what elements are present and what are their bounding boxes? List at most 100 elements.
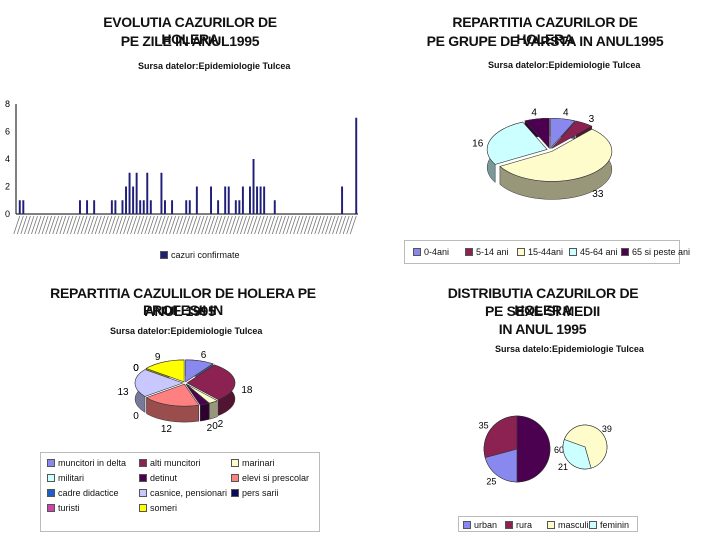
daily-x-tick-mark [105, 215, 113, 235]
prof-chart-title-line2: ANUL 1995 [144, 303, 216, 319]
age-legend-label: 5-14 ani [476, 247, 509, 257]
daily-x-tick-mark [130, 215, 138, 235]
prof-legend-item: militari [47, 473, 84, 483]
prof-legend-swatch [47, 474, 55, 482]
daily-bar [125, 186, 127, 214]
daily-chart-title-line1: EVOLUTIA CAZURILOR DE HOLERA [103, 14, 277, 47]
age-legend-label: 0-4ani [424, 247, 450, 257]
daily-x-tick-mark [133, 215, 141, 235]
daily-x-tick-mark [94, 215, 102, 235]
sex-legend-label: feminin [600, 520, 630, 530]
medii-pie-value-label: 60 [554, 445, 564, 455]
daily-x-tick-mark [31, 215, 38, 235]
daily-x-tick-mark [101, 215, 109, 235]
daily-bar [79, 200, 81, 214]
daily-x-tick-mark [172, 215, 180, 235]
sex-legend-item: feminin [589, 520, 629, 530]
daily-x-tick-mark [151, 215, 159, 235]
daily-x-tick-mark [147, 215, 155, 235]
daily-x-tick-mark [179, 215, 187, 235]
daily-x-tick-mark [73, 215, 81, 235]
age-pie-value-label: 4 [531, 108, 537, 119]
sex-chart-title-line1: DISTRIBUTIA CAZURILOR DE HOLERA [447, 285, 639, 318]
daily-x-tick-mark [55, 215, 63, 235]
prof-pie-slice [185, 383, 219, 404]
prof-legend-item: elevi si prescolar [231, 473, 309, 483]
daily-bar [259, 186, 262, 214]
daily-bar [263, 186, 266, 214]
prof-legend-label: alti muncitori [150, 458, 201, 468]
prof-legend-label: marinari [242, 458, 275, 468]
daily-x-tick-mark [112, 215, 120, 235]
prof-legend-label: elevi si prescolar [242, 473, 310, 483]
age-legend-swatch [621, 248, 629, 256]
daily-x-tick-mark [123, 215, 130, 235]
prof-legend-label: casnice, pensionari [150, 488, 228, 498]
age-legend-item: 0-4ani [413, 247, 449, 257]
daily-x-tick-mark [158, 215, 166, 235]
sex-legend-label: masculin [558, 520, 594, 530]
sex-legend-swatch [589, 521, 597, 529]
daily-chart-title-line2: PE ZILE IN ANUL1995 [120, 33, 260, 49]
prof-pie-value-label: 2 [218, 419, 224, 430]
prof-legend-item: alti muncitori [139, 458, 201, 468]
sex-legend-swatch [463, 521, 471, 529]
daily-bar [132, 186, 135, 214]
daily-legend-swatch [160, 251, 168, 259]
sex-chart-title-line3: IN ANUL 1995 [498, 321, 587, 337]
daily-x-tick-mark [218, 215, 226, 235]
prof-legend-swatch [139, 459, 147, 467]
prof-legend-item: someri [139, 503, 177, 513]
age-legend-item: 45-64 ani [569, 247, 618, 257]
age-legend-item: 5-14 ani [465, 247, 509, 257]
daily-x-tick-mark [204, 215, 212, 235]
prof-legend-item: turisti [47, 503, 80, 513]
daily-bar [93, 200, 96, 214]
medii-pie-slice [516, 415, 551, 483]
daily-x-tick-mark [144, 215, 152, 235]
daily-x-tick-mark [303, 215, 311, 235]
daily-x-tick-mark [41, 215, 49, 235]
age-legend-label: 65 si peste ani [632, 247, 691, 257]
medii-pie-slice [484, 448, 518, 483]
daily-x-tick-mark [286, 215, 293, 235]
daily-x-tick-mark [119, 215, 127, 235]
medii-pie-value-label: 25 [486, 477, 496, 487]
daily-bar [227, 186, 230, 214]
daily-y-tick-label: 6 [5, 127, 10, 137]
sex-legend-swatch [547, 521, 555, 529]
daily-x-tick-mark [317, 215, 325, 235]
sexe-pie-value-label: 39 [602, 424, 612, 434]
prof-legend-label: muncitori in delta [58, 458, 127, 468]
daily-bar [135, 172, 138, 214]
daily-x-tick-mark [201, 215, 208, 235]
age-chart-title-line2: PE GRUPE DE VARSTA IN ANUL1995 [426, 33, 664, 49]
prof-legend-swatch [231, 459, 239, 467]
daily-bar [139, 200, 142, 214]
daily-bar [18, 200, 21, 214]
prof-legend-label: detinut [150, 473, 178, 483]
prof-pie-value-label: 0 [133, 411, 139, 422]
daily-bar [341, 186, 344, 214]
medii-pie-slice [483, 415, 518, 458]
prof-legend-label: militari [58, 473, 84, 483]
daily-x-tick-mark [169, 215, 176, 235]
daily-x-tick-mark [257, 215, 265, 235]
daily-x-tick-mark [264, 215, 272, 235]
daily-bar [252, 159, 255, 214]
age-legend-label: 15-44ani [528, 247, 564, 257]
prof-legend-swatch [47, 489, 55, 497]
daily-x-tick-mark [279, 215, 286, 235]
daily-x-tick-mark [325, 215, 332, 235]
daily-x-tick-mark [20, 215, 28, 235]
daily-x-tick-mark [314, 215, 322, 235]
sex-legend-item: rura [505, 520, 532, 530]
age-chart-source: Sursa datelor:Epidemiologie Tulcea [488, 60, 641, 70]
daily-y-tick-label: 0 [5, 209, 10, 219]
age-legend-swatch [569, 248, 577, 256]
prof-pie-slice-side [199, 403, 210, 422]
daily-bar [160, 172, 163, 214]
daily-bar [22, 200, 25, 214]
daily-bar [273, 200, 276, 214]
daily-y-tick-label: 2 [5, 182, 10, 192]
